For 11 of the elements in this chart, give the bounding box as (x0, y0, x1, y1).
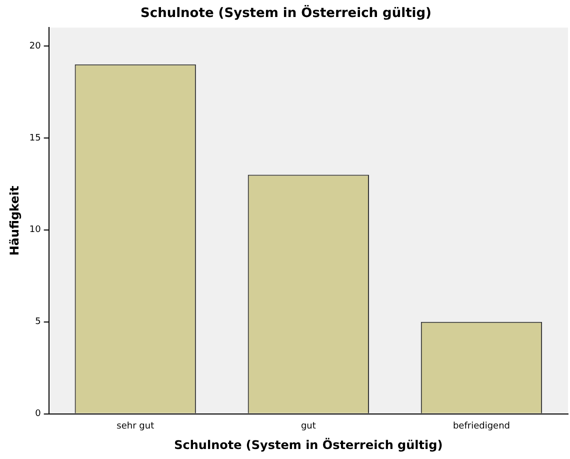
y-axis-title: Häufigkeit (7, 186, 22, 256)
y-tick-label: 15 (29, 133, 41, 144)
x-tick-label: gut (300, 422, 316, 432)
chart-title: Schulnote (System in Österreich gültig) (140, 4, 432, 22)
x-axis-title: Schulnote (System in Österreich gültig) (174, 436, 443, 452)
y-tick-label: 5 (35, 317, 41, 328)
x-tick-label: befriedigend (452, 422, 510, 432)
y-tick-label: 0 (35, 409, 42, 420)
y-tick-label: 10 (29, 225, 42, 236)
x-tick-label: sehr gut (116, 422, 155, 432)
y-tick-label: 20 (29, 41, 42, 52)
